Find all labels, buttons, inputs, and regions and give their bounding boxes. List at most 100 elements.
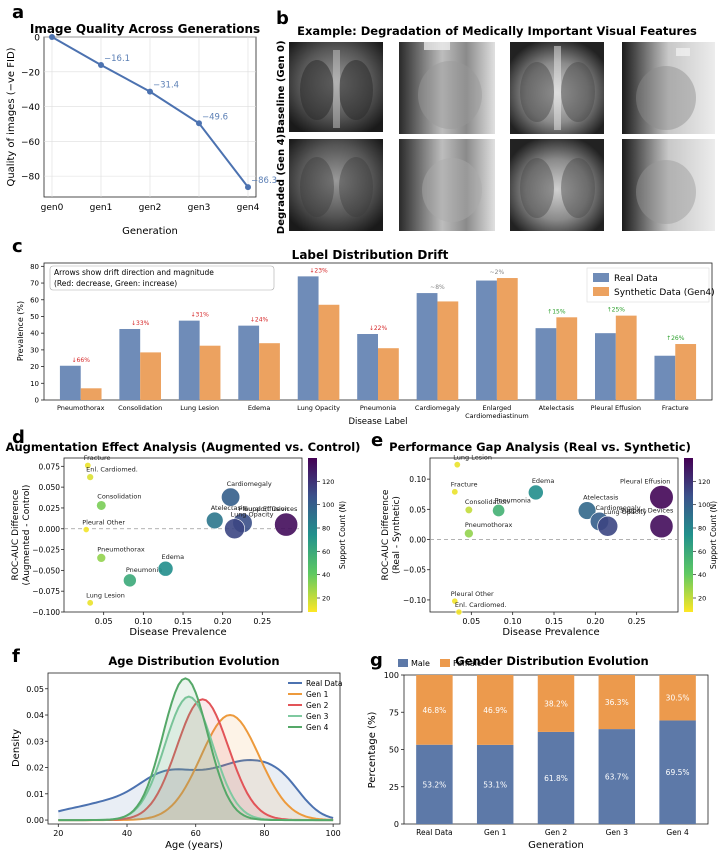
panel-e-ytick-label: 0.00 — [409, 536, 426, 545]
panel-c-ytick-label: 20 — [30, 363, 39, 371]
panel-d-point-label: Lung Lesion — [86, 592, 125, 600]
panel-g-letter: g — [370, 650, 383, 671]
panel-d-point-label: Support Devices — [244, 505, 298, 513]
panel-g-male-label: 53.1% — [483, 780, 507, 789]
panel-g-female-label: 46.8% — [422, 706, 446, 715]
panel-a-xtick-label: gen4 — [237, 203, 260, 213]
panel-d-point-label: Pneumonia — [126, 566, 162, 574]
panel-c-xtick-label: Pneumonia — [360, 404, 396, 412]
panel-e-point — [597, 515, 619, 537]
panel-f-ticks: 20 40 60 80 100 0.00 0.01 0.02 0.03 0.04 0.05 — [26, 685, 341, 838]
panel-g-male-label: 61.8% — [544, 774, 568, 783]
panel-e-point — [451, 597, 459, 605]
panel-e-xtick-label: 0.25 — [628, 617, 646, 626]
panel-d-colorbar — [308, 458, 317, 612]
panel-d-ytick-label: 0.050 — [39, 483, 61, 492]
panel-g-ytick-label: 0 — [394, 820, 399, 829]
panel-a-point — [49, 34, 55, 40]
panel-a-value-label: −49.6 — [202, 112, 228, 122]
legend-swatch-synthetic — [593, 287, 609, 296]
panel-f-density-fill — [58, 760, 334, 821]
panel-d-colorbar-tick-label: 100 — [322, 501, 334, 509]
panel-e-colorbar-label: Support Count (N) — [709, 501, 718, 569]
panel-e-point-label: Consolidation — [465, 498, 509, 506]
panel-e-colorbar-tick-label: 120 — [698, 478, 710, 486]
panel-c-ylabel: Prevalence (%) — [16, 301, 25, 361]
bar-synthetic-data — [437, 301, 459, 400]
panel-d-marks: Fracture Enl. Cardiomed. Consolidation Pleu… — [64, 454, 302, 607]
panel-e-xtick-label: 0.05 — [462, 617, 480, 626]
panel-c-annotation-box: Arrows show drift direction and magnitud… — [49, 265, 275, 291]
panel-c-drift-label: ↓23% — [309, 267, 328, 274]
panel-e-point — [492, 503, 506, 518]
panel-a-ytick-label: −40 — [21, 103, 40, 113]
panel-d-point — [96, 553, 107, 563]
panel-c: c Label Distribution Drift 0 10 20 30 40 50 60… — [12, 236, 715, 427]
panel-f-density-fill — [58, 678, 334, 821]
bar-female — [598, 675, 636, 730]
panel-a-title: Image Quality Across Generations — [30, 22, 260, 36]
panel-d-ylabel-line-1: ROC-AUC Difference — [11, 489, 21, 580]
panel-e-ylabel-line-2: (Real - Synthetic) — [392, 496, 402, 574]
panel-a-xlabel: Generation — [122, 226, 178, 237]
xray-degraded-frontal-1 — [289, 139, 383, 231]
panel-e-point — [527, 484, 544, 501]
panel-g-legend: Male Female — [398, 659, 482, 668]
panel-g-ticks: 0 25 50 75 100 Real Data Gen 1 Gen 2 Gen 3 Gen 4 — [384, 671, 689, 837]
panel-d-ytick-label: 0.000 — [39, 525, 61, 534]
panel-d-point — [86, 473, 95, 481]
panel-d-letter: d — [12, 427, 25, 448]
panel-c-drift-label: ↓33% — [131, 320, 150, 327]
panel-d-ytick-label: −0.100 — [32, 608, 60, 617]
panel-e-axes — [429, 457, 679, 613]
panel-e-ticks: 0.05 0.10 0.15 0.20 0.25 −0.10 −0.05 0.00 0.05 0.… — [403, 475, 646, 626]
panel-e-point — [464, 528, 474, 539]
panel-d-point — [82, 526, 90, 534]
panel-f-ytick-label: 0.01 — [26, 790, 44, 799]
panel-d-xlabel: Disease Prevalence — [129, 627, 226, 638]
bar-male — [598, 729, 636, 824]
panel-d-colorbar-tick-label: 40 — [322, 571, 330, 579]
panel-e-point-label: Lung Opacity — [604, 508, 647, 516]
panel-a-point — [98, 62, 104, 68]
panel-c-xtick-label: Fracture — [662, 404, 689, 412]
panel-d-ytick-label: 0.025 — [39, 504, 61, 513]
panel-d-colorbar-label: Support Count (N) — [338, 501, 347, 569]
panel-e-point-label: Fracture — [451, 481, 478, 489]
bar-female — [476, 675, 514, 745]
panel-g-ytick-label: 50 — [389, 746, 399, 755]
panel-c-xtick-label: Cardiomediastinum — [465, 412, 529, 420]
panel-f-density-line — [58, 758, 334, 819]
legend-swatch-real-data — [593, 273, 609, 282]
panel-g-male-label: 69.5% — [666, 768, 690, 777]
panel-f-density-line — [58, 677, 334, 822]
panel-c-ytick-label: 70 — [30, 280, 39, 288]
panel-f-legend-label: Gen 2 — [306, 701, 329, 710]
panel-f-legend-label: Real Data — [306, 679, 342, 688]
panel-c-annotation-line-2: (Red: decrease, Green: increase) — [54, 279, 177, 288]
panel-c-xtick-label: Cardiomegaly — [415, 404, 460, 412]
panel-a-ylabel: Quality of images (−ve FID) — [6, 47, 17, 186]
bar-real-data — [476, 280, 497, 400]
panel-e-xtick-label: 0.20 — [586, 617, 604, 626]
panel-c-drift-label: ~2% — [490, 269, 505, 276]
panel-e-ytick-label: −0.05 — [403, 566, 426, 575]
panel-c-xtick-label: Atelectasis — [539, 404, 575, 412]
panel-f-axes — [47, 672, 341, 825]
panel-g-male-label: 63.7% — [605, 773, 629, 782]
panel-d-colorbar-ticks: 20 40 60 80 100 120 — [317, 478, 334, 603]
bar-synthetic-data — [675, 344, 697, 400]
panel-d-point-label: Fracture — [84, 454, 111, 462]
panel-f-xlabel: Age (years) — [165, 840, 223, 851]
panel-e-point — [464, 505, 474, 515]
panel-e-colorbar-tick-label: 40 — [698, 571, 706, 579]
panel-a-xtick-label: gen3 — [188, 203, 211, 213]
panel-d-ylabel-line-2: (Augmented - Control) — [22, 485, 32, 586]
panel-d-colorbar-tick-label: 20 — [322, 595, 330, 603]
panel-d-point — [274, 512, 299, 537]
panel-c-xtick-label: Pneumothorax — [57, 404, 105, 412]
panel-d-point — [84, 461, 92, 470]
panel-c-xtick-label: Edema — [248, 404, 271, 412]
bar-male — [537, 731, 575, 824]
panel-f-xtick-label: 40 — [122, 829, 132, 838]
